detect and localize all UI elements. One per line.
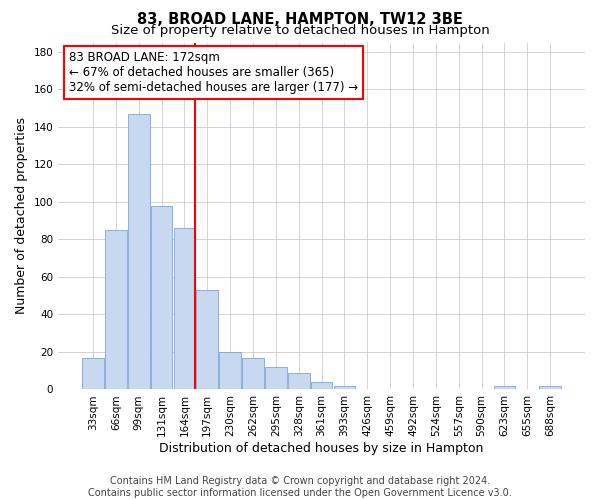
Text: Contains HM Land Registry data © Crown copyright and database right 2024.
Contai: Contains HM Land Registry data © Crown c…: [88, 476, 512, 498]
Bar: [265, 367, 287, 390]
Bar: [288, 372, 310, 390]
Y-axis label: Number of detached properties: Number of detached properties: [15, 118, 28, 314]
Bar: [539, 386, 561, 390]
Bar: [311, 382, 332, 390]
Bar: [242, 358, 264, 390]
Bar: [494, 386, 515, 390]
Bar: [105, 230, 127, 390]
Bar: [219, 352, 241, 390]
Text: 83 BROAD LANE: 172sqm
← 67% of detached houses are smaller (365)
32% of semi-det: 83 BROAD LANE: 172sqm ← 67% of detached …: [69, 51, 358, 94]
Bar: [334, 386, 355, 390]
Bar: [151, 206, 172, 390]
Bar: [82, 358, 104, 390]
Bar: [128, 114, 149, 390]
X-axis label: Distribution of detached houses by size in Hampton: Distribution of detached houses by size …: [160, 442, 484, 455]
Bar: [173, 228, 195, 390]
Text: 83, BROAD LANE, HAMPTON, TW12 3BE: 83, BROAD LANE, HAMPTON, TW12 3BE: [137, 12, 463, 28]
Bar: [196, 290, 218, 390]
Text: Size of property relative to detached houses in Hampton: Size of property relative to detached ho…: [110, 24, 490, 37]
